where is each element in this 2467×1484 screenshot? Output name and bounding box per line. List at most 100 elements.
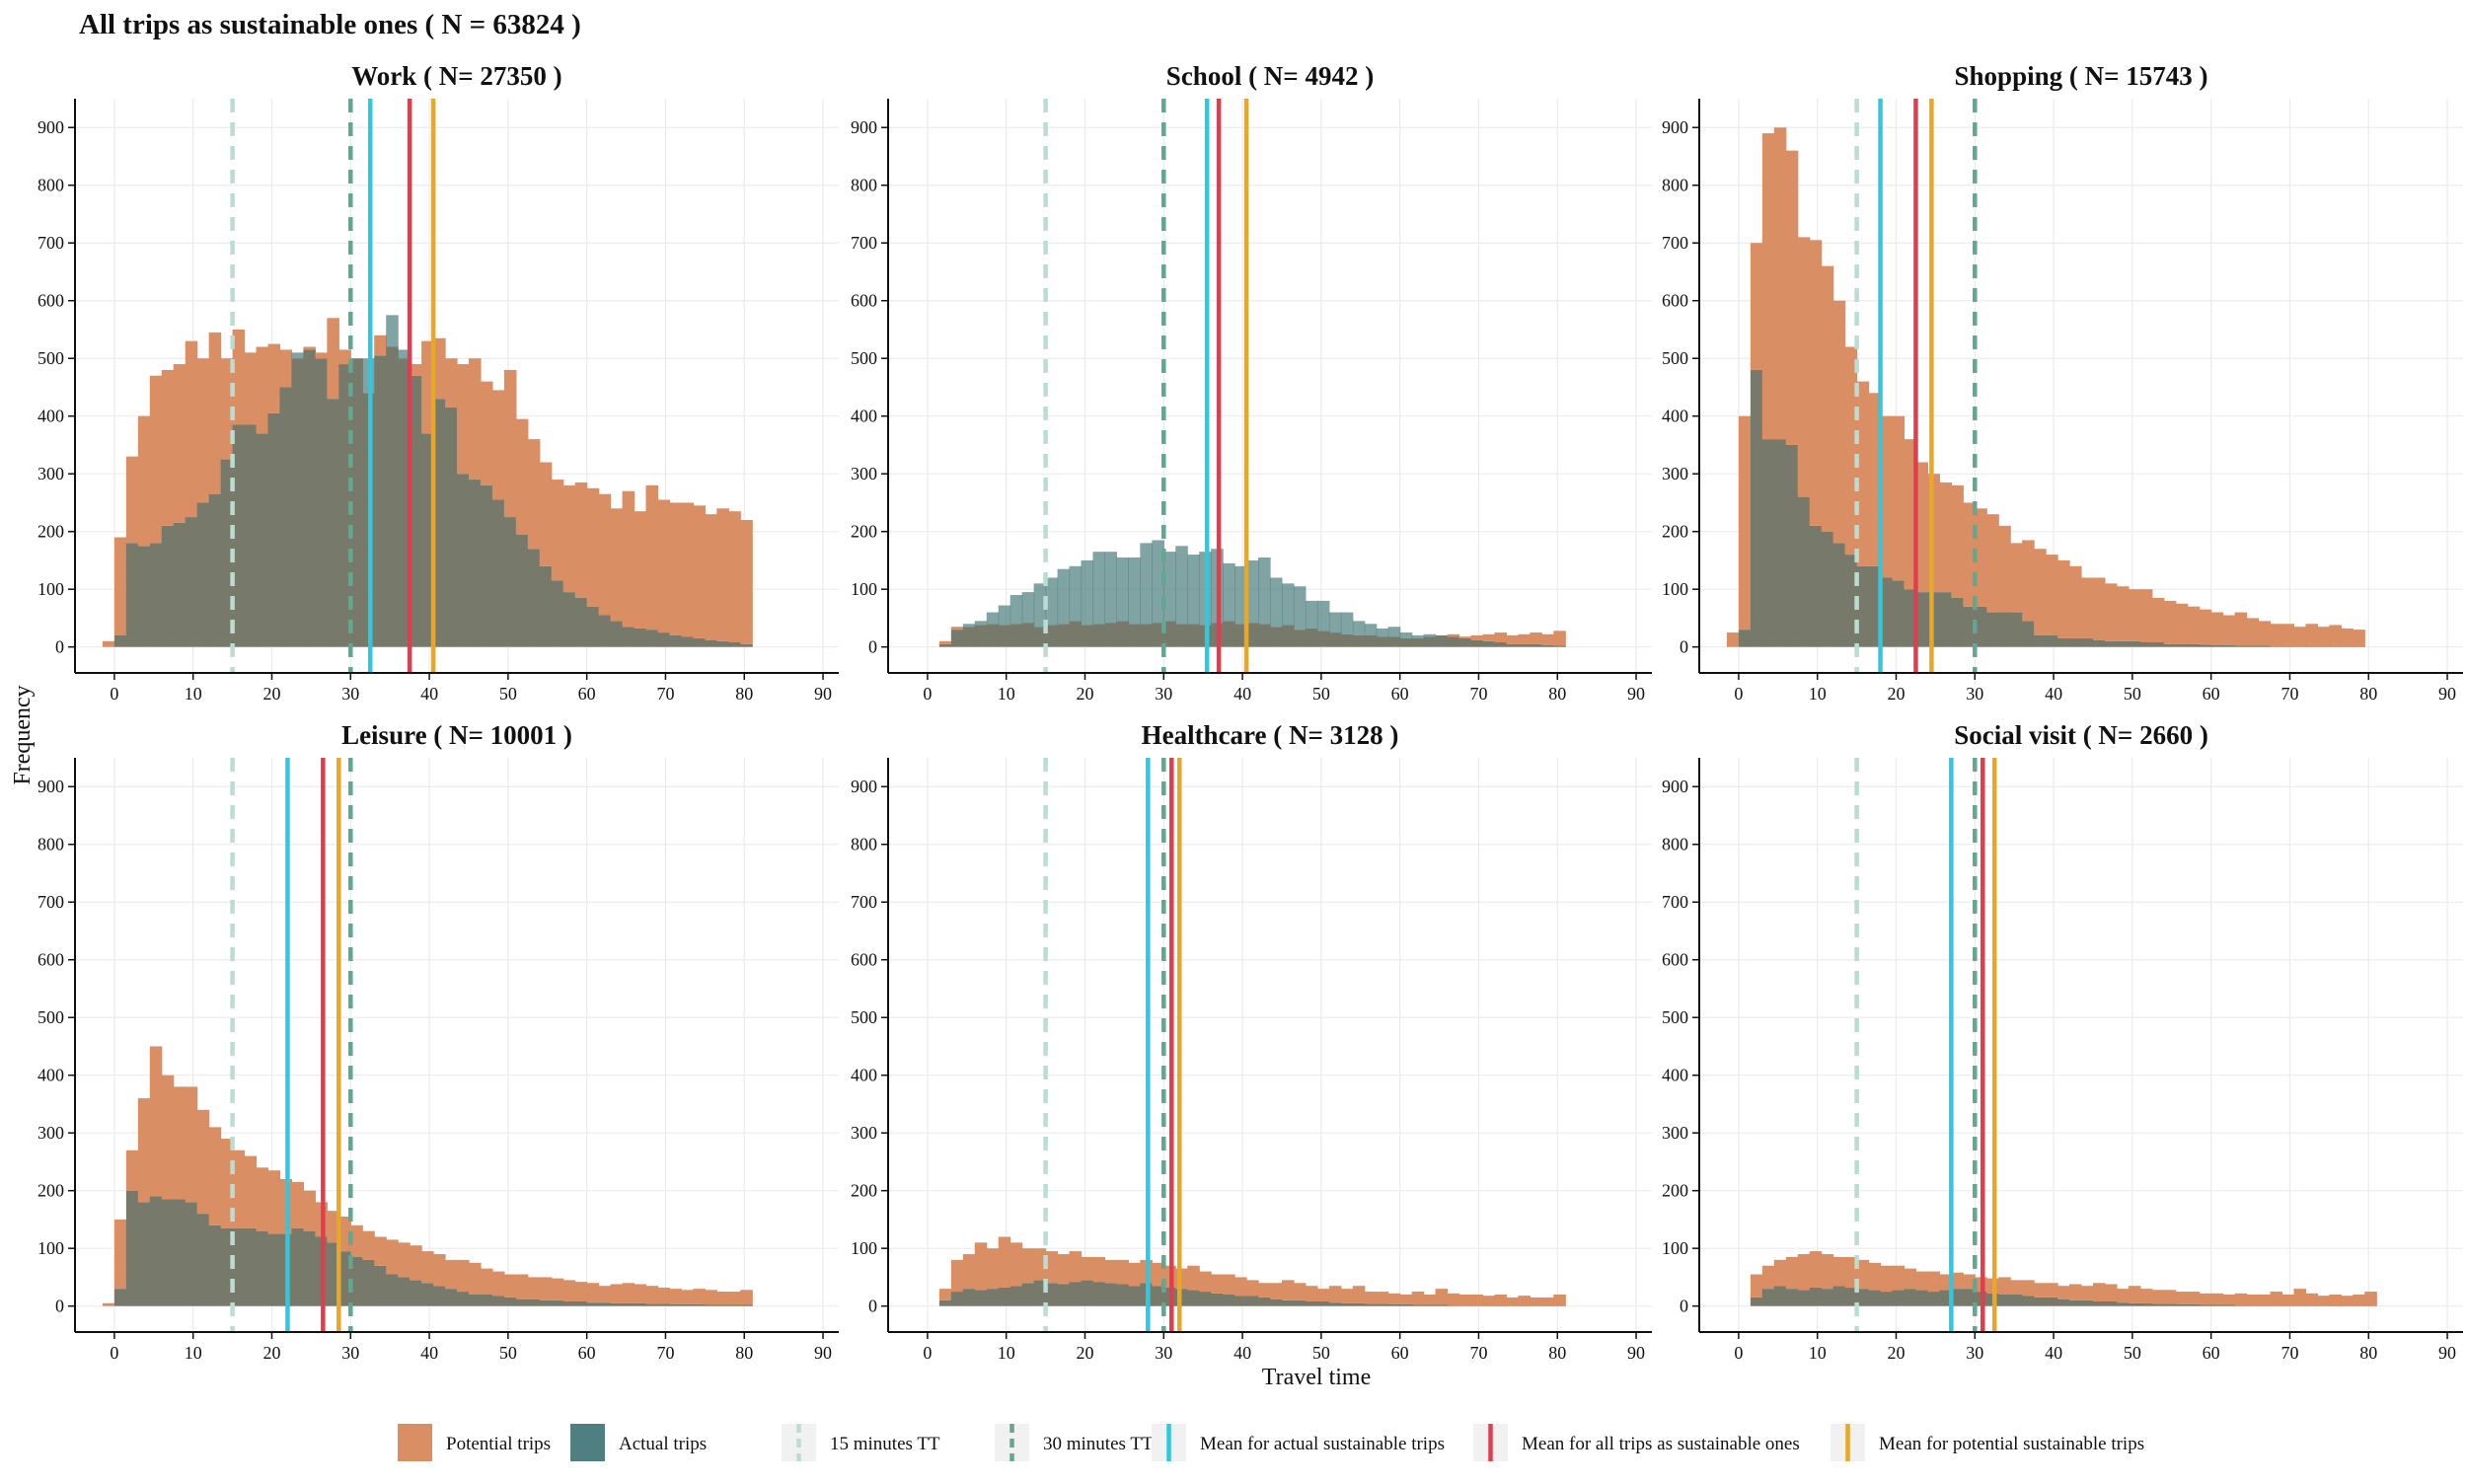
y-tick-label: 500 [851,1007,877,1027]
overlap-bar [2281,1305,2295,1306]
overlap-bar [2081,1299,2094,1306]
overlap-bar [1069,621,1083,647]
overlap-bar [1518,643,1531,647]
overlap-bar [1423,1304,1437,1306]
overlap-bar [2199,644,2212,647]
overlap-bar [1809,525,1823,647]
overlap-bar [1021,1283,1035,1306]
overlap-bar [527,549,541,647]
potential-trips-bar [244,352,258,425]
overlap-bar [1821,531,1834,647]
overlap-bar [2364,1305,2377,1306]
overlap-bar [1951,597,1964,647]
y-tick-label: 600 [1662,291,1688,311]
potential-trips-bar [1009,1242,1023,1287]
potential-trips-bar [1104,1259,1118,1284]
x-tick-label: 20 [262,1343,280,1363]
overlap-bar [2081,637,2094,647]
potential-trips-bar [1939,482,1952,593]
overlap-bar [2234,1305,2248,1306]
y-tick-label: 300 [37,464,64,483]
potential-trips-bar [962,1254,976,1290]
overlap-bar [149,1196,163,1306]
overlap-bar [1246,623,1259,647]
overlap-bar [1530,643,1542,647]
overlap-bar [998,625,1011,647]
potential-trips-bar [433,337,446,400]
overlap-bar [1927,1292,1940,1306]
x-tick-label: 30 [1966,684,1983,704]
overlap-bar [1506,1305,1519,1306]
legend-swatch [398,1424,432,1461]
potential-trips-bar [491,1271,505,1297]
potential-trips-bar [2139,1289,2153,1303]
overlap-bar [950,630,964,647]
overlap-bar [267,1233,281,1306]
potential-trips-bar [2317,1296,2330,1306]
panel-title: Social visit ( N= 2660 ) [1954,720,2208,750]
legend-item: Mean for actual sustainable trips [1152,1424,1445,1461]
potential-trips-bar [1281,1280,1295,1300]
potential-trips-bar [938,1289,952,1300]
actual-trips-bar [986,612,1000,625]
overlap-bar [2175,1303,2189,1306]
overlap-bar [1785,1289,1799,1306]
potential-trips-bar [1223,1274,1235,1295]
potential-trips-bar [410,364,422,376]
overlap-bar [2317,646,2330,647]
overlap-bar [2104,1300,2118,1306]
overlap-bar [2293,1305,2307,1306]
potential-trips-bar [196,358,210,503]
overlap-bar [1223,621,1235,647]
potential-trips-bar [645,484,659,631]
overlap-bar [1963,1289,1976,1306]
overlap-bar [410,375,422,647]
x-tick-label: 40 [2045,1343,2062,1363]
y-tick-label: 0 [868,637,877,657]
overlap-bar [1541,644,1554,647]
facet-panel-4: Healthcare ( N= 3128 ) 0 10 20 30 40 50 60 70 80 9… [851,720,1652,1363]
potential-trips-bar [1868,393,1882,566]
potential-trips-bar [598,493,612,616]
overlap-bar [645,630,659,647]
potential-trips-bar [468,1262,482,1295]
potential-trips-bar [634,511,647,629]
potential-trips-bar [2010,543,2023,613]
potential-trips-bar [1951,1272,1964,1290]
potential-trips-bar [374,1236,387,1266]
legend-label: Mean for actual sustainable trips [1200,1434,1445,1454]
potential-trips-bar [1915,462,1929,593]
potential-trips-bar [2128,589,2141,641]
potential-trips-bar [2092,577,2106,640]
actual-trips-bar [1305,600,1318,629]
panel-grid: Work ( N= 27350 )0 10 20 30 40 50 60 70 80 900100… [37,61,2463,1363]
potential-trips-bar [2116,1289,2130,1303]
overlap-bar [2317,1305,2330,1306]
overlap-bar [113,1289,127,1306]
actual-trips-bar [1128,557,1141,625]
overlap-bar [2116,1302,2130,1306]
chart-title: All trips as sustainable ones ( N = 6382… [79,9,581,40]
potential-trips-bar [2341,1296,2354,1306]
overlap-bar [1856,565,1870,647]
potential-trips-bar [562,484,576,593]
potential-trips-bar [716,1292,729,1305]
potential-trips-bar [634,1284,647,1303]
overlap-bar [539,1299,553,1306]
overlap-bar [527,1298,541,1306]
potential-trips-bar [1797,237,1811,497]
potential-trips-bar [1352,1286,1366,1303]
overlap-bar [693,637,706,647]
potential-trips-bar [2210,612,2224,645]
y-tick-label: 700 [851,233,877,253]
panel-title: Work ( N= 27350 ) [351,61,561,91]
overlap-bar [185,517,198,647]
potential-trips-bar [1963,502,1976,607]
overlap-bar [421,1283,434,1306]
potential-trips-bar [1258,1283,1271,1298]
potential-trips-bar [137,1098,151,1203]
potential-trips-bar [1761,133,1775,440]
overlap-bar [1951,1289,1964,1306]
potential-trips-bar [2246,618,2260,646]
actual-trips-bar [1081,559,1094,626]
